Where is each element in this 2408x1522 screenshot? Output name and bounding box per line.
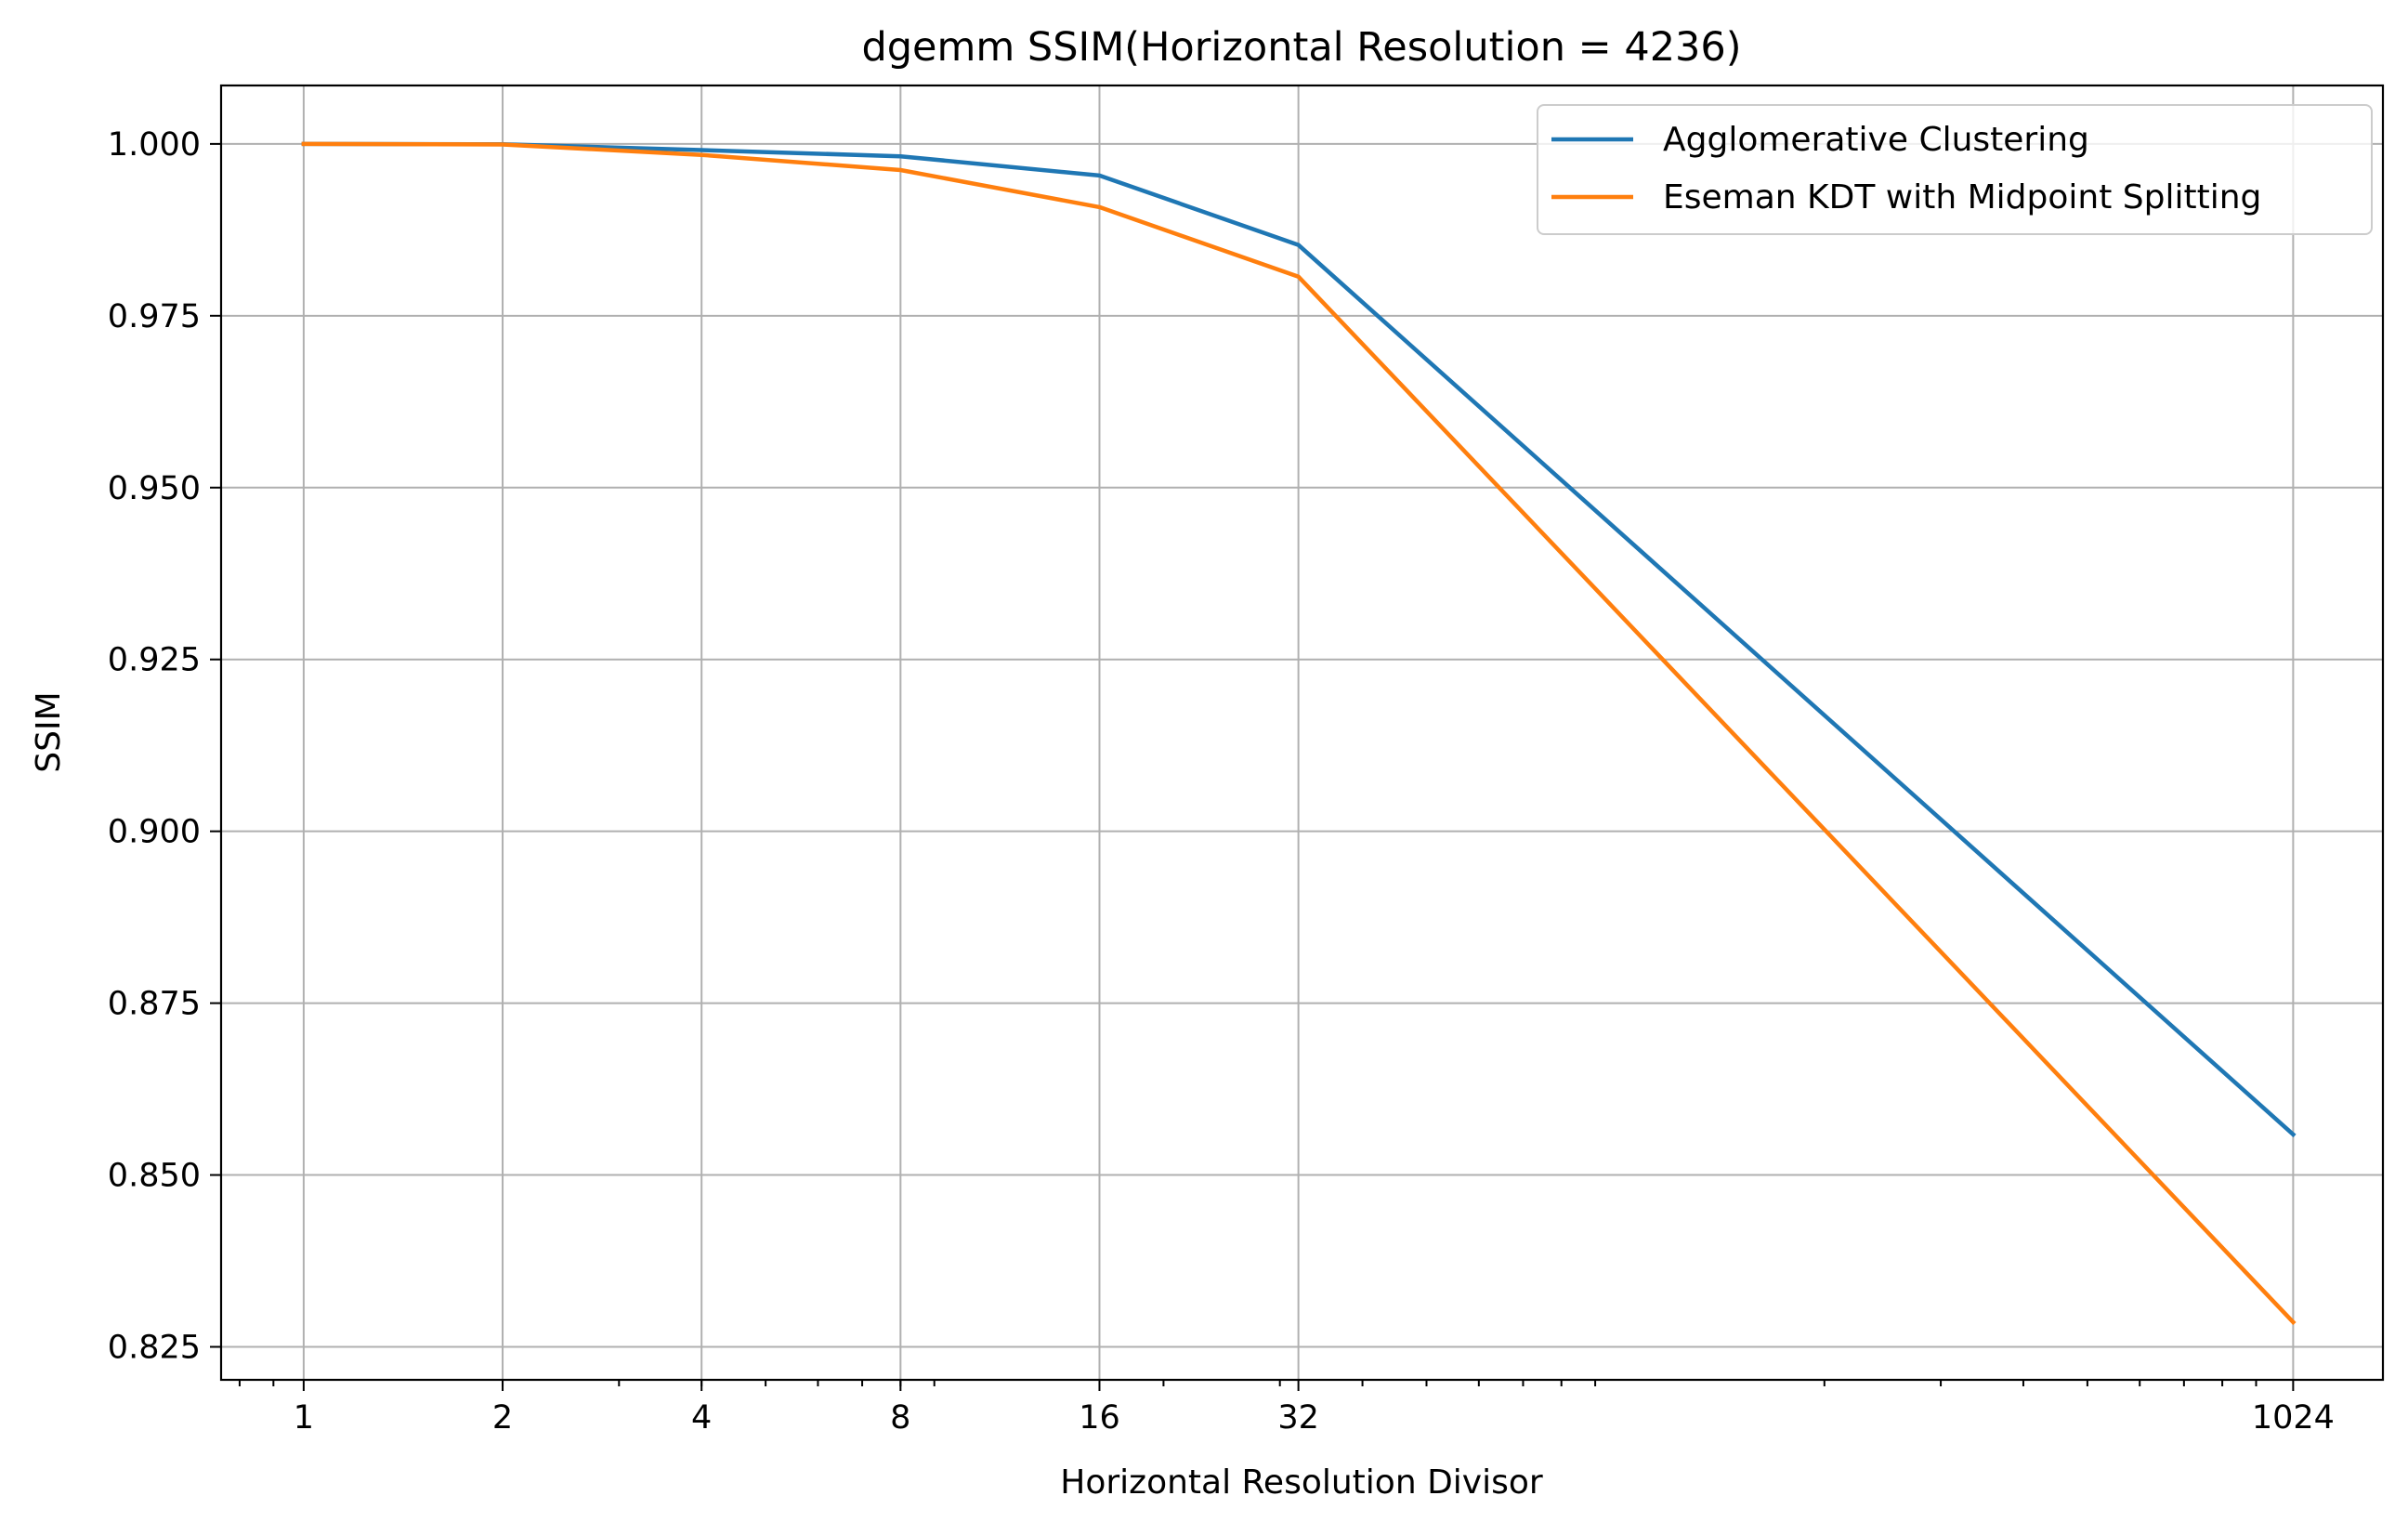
x-tick-label: 1024 bbox=[2252, 1399, 2335, 1437]
legend-box bbox=[1537, 104, 2373, 235]
y-tick-label: 0.950 bbox=[108, 470, 201, 507]
series-layer bbox=[301, 141, 2297, 1326]
y-axis-label: SSIM bbox=[30, 691, 68, 772]
grid bbox=[221, 85, 2383, 1380]
x-tick-label: 2 bbox=[492, 1399, 513, 1437]
y-tick-label: 0.825 bbox=[108, 1329, 201, 1366]
y-tick-label: 0.850 bbox=[108, 1158, 201, 1195]
x-tick-label: 16 bbox=[1079, 1399, 1120, 1437]
legend-label-agglomerative: Agglomerative Clustering bbox=[1663, 121, 2089, 159]
series-line-eseman bbox=[301, 141, 2297, 1326]
x-tick-label: 32 bbox=[1277, 1399, 1319, 1437]
legend-label-eseman: Eseman KDT with Midpoint Splitting bbox=[1663, 178, 2261, 216]
ticks: 1 2 4 8 16 32 1024 1.000 0.975 0.950 0.925 0.900 0.8… bbox=[108, 126, 2335, 1437]
plot-frame bbox=[219, 84, 2385, 1382]
x-axis-label: Horizontal Resolution Divisor bbox=[1060, 1463, 1543, 1502]
y-tick-label: 0.875 bbox=[108, 986, 201, 1023]
y-tick-label: 0.975 bbox=[108, 298, 201, 335]
chart-title: dgemm SSIM(Horizontal Resolution = 4236) bbox=[861, 24, 1741, 71]
legend: Agglomerative Clustering Eseman KDT with… bbox=[1537, 104, 2373, 235]
x-tick-label: 8 bbox=[890, 1399, 910, 1437]
y-tick-label: 0.900 bbox=[108, 814, 201, 851]
x-tick-label: 1 bbox=[294, 1399, 314, 1437]
y-tick-label: 0.925 bbox=[108, 642, 201, 679]
x-tick-label: 4 bbox=[691, 1399, 712, 1437]
y-tick-label: 1.000 bbox=[108, 126, 201, 164]
